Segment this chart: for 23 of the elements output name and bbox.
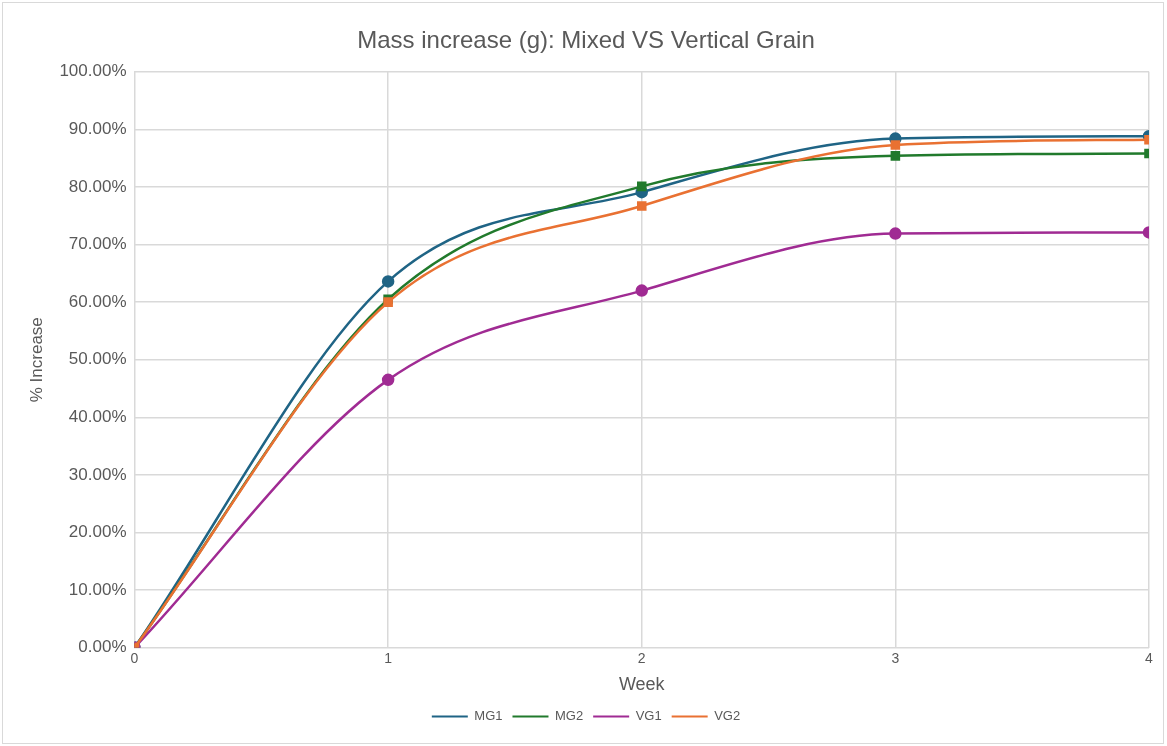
- y-tick-label: 80.00%: [68, 176, 127, 196]
- y-tick-label: 60.00%: [68, 291, 127, 311]
- legend-label: VG2: [714, 708, 741, 724]
- chart-title: Mass increase (g): Mixed VS Vertical Grain: [357, 26, 815, 54]
- x-axis-title: Week: [618, 674, 666, 695]
- y-axis-title: % Increase: [26, 317, 46, 403]
- legend-label: MG1: [474, 708, 503, 724]
- x-tick-label: 4: [1145, 649, 1154, 666]
- y-tick-label: 10.00%: [68, 579, 127, 599]
- y-tick-label: 30.00%: [68, 464, 127, 484]
- y-tick-label: 0.00%: [78, 637, 127, 657]
- legend-label: MG2: [554, 708, 584, 724]
- y-tick-label: 40.00%: [68, 406, 127, 426]
- y-tick-label: 70.00%: [68, 234, 127, 254]
- legend-label: VG1: [635, 708, 662, 724]
- x-tick-label: 2: [637, 649, 646, 666]
- x-tick-label: 0: [130, 649, 139, 666]
- y-tick-label: 100.00%: [59, 61, 127, 81]
- y-tick-label: 90.00%: [68, 119, 127, 139]
- x-tick-label: 3: [891, 649, 900, 666]
- y-tick-label: 20.00%: [68, 522, 127, 542]
- y-tick-label: 50.00%: [68, 349, 127, 369]
- x-tick-label: 1: [384, 649, 393, 666]
